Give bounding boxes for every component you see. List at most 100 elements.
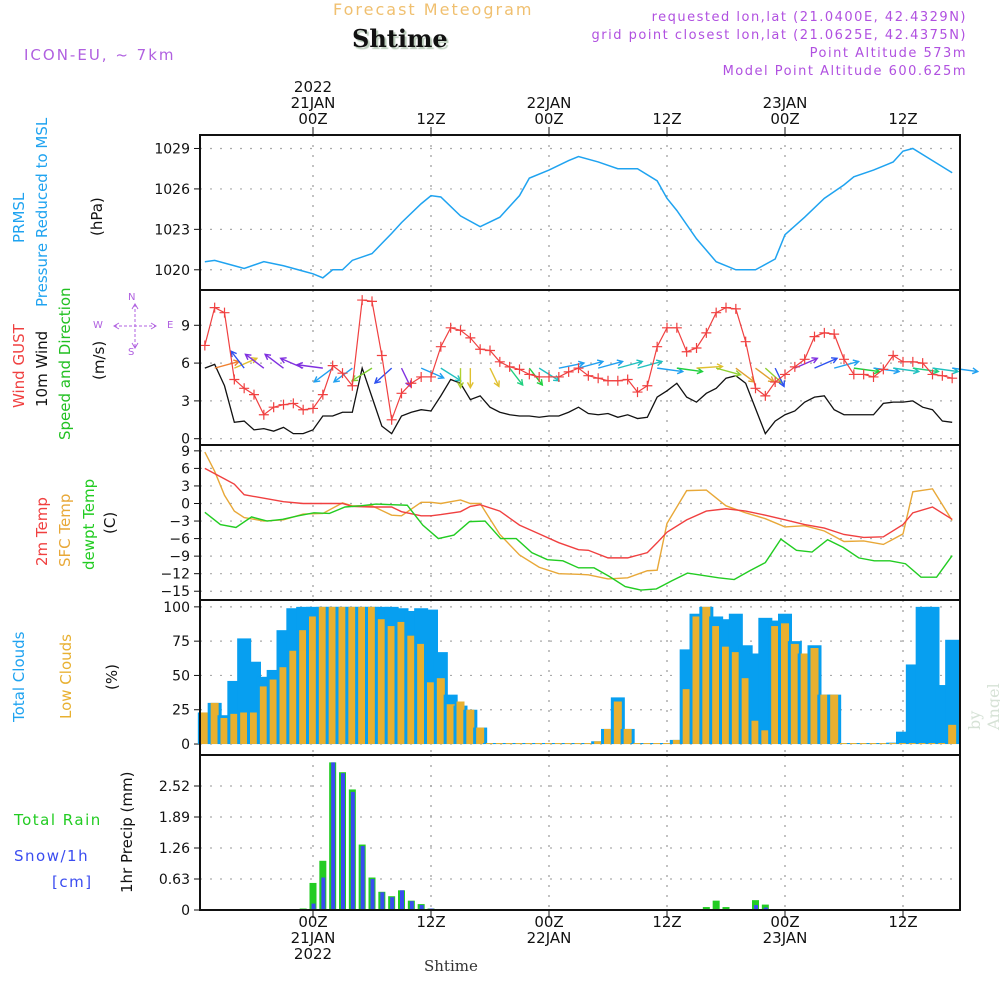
low-cloud-bar	[377, 619, 386, 745]
gust-marker	[367, 296, 377, 307]
top-x-tick-label: 12Z	[652, 110, 681, 128]
low-cloud-bar	[623, 728, 632, 745]
bottom-x-tick-label: 00Z	[298, 913, 327, 931]
snow-bar	[370, 879, 375, 910]
wind-direction-arrow	[440, 367, 462, 382]
panel-pressure: 1020 1023 1026 1029	[154, 134, 961, 291]
gust-marker	[524, 369, 535, 380]
low-cloud-bar	[250, 712, 258, 745]
snow-bar	[360, 846, 365, 910]
wind-direction-arrow	[509, 367, 524, 387]
gust-marker	[455, 325, 466, 336]
temp-sfc-line	[204, 451, 953, 580]
y-tick-label: 1.89	[159, 810, 190, 826]
gust-marker	[209, 302, 220, 313]
gust-marker	[711, 307, 722, 318]
low-cloud-bar	[594, 741, 603, 745]
low-cloud-bar	[751, 720, 760, 745]
precip-snow-label: Snow/1h	[14, 847, 90, 865]
y-tick-label: 3	[181, 479, 190, 495]
top-x-tick-label: 00Z	[534, 110, 563, 128]
gust-marker	[780, 369, 790, 380]
gust-marker	[337, 368, 348, 379]
top-x-tick-label: 21JAN	[291, 94, 336, 112]
low-cloud-bar	[859, 743, 868, 745]
snow-bar	[390, 897, 395, 910]
gust-marker	[268, 402, 279, 413]
low-cloud-bar	[869, 743, 878, 745]
compass-south: S	[128, 347, 135, 358]
gust-marker	[839, 354, 849, 365]
top-x-tick-label: 22JAN	[527, 94, 572, 112]
wind-direction-arrow	[244, 353, 265, 369]
gust-marker	[858, 369, 869, 380]
gust-marker	[671, 322, 682, 333]
temp-dewpt-line	[204, 503, 953, 591]
wind-gust-line	[204, 299, 953, 423]
panel-frame	[199, 754, 961, 911]
low-cloud-bar	[230, 713, 239, 745]
wind-direction-arrow	[230, 350, 245, 369]
station-name: Shtime	[352, 24, 448, 53]
gust-marker	[298, 404, 309, 415]
gust-marker	[750, 383, 761, 394]
low-cloud-bar	[741, 678, 750, 745]
low-cloud-bar	[397, 621, 406, 745]
low-cloud-bar	[820, 694, 829, 745]
gust-marker	[514, 364, 525, 375]
snow-bar	[763, 907, 768, 910]
low-cloud-bar	[210, 702, 219, 745]
low-cloud-bar	[328, 606, 337, 745]
low-cloud-bar	[781, 623, 789, 745]
y-tick-label: 100	[163, 600, 190, 616]
y-tick-label: 0	[181, 737, 190, 753]
gridpoint-coords: grid point closest lon,lat (21.0625E, 42…	[591, 28, 967, 43]
gust-marker	[494, 356, 505, 367]
low-cloud-bar	[908, 743, 917, 745]
low-cloud-bar	[564, 743, 573, 745]
low-cloud-bar	[790, 643, 799, 745]
low-cloud-bar	[653, 743, 662, 745]
top-x-tick-label: 12Z	[416, 110, 445, 128]
low-cloud-bar	[407, 635, 416, 745]
wind-direction-arrow	[597, 359, 625, 369]
low-cloud-bar	[427, 682, 435, 745]
wind-direction-arrow	[457, 368, 464, 390]
rain-bar	[722, 907, 730, 910]
bottom-x-tick-label: 00Z	[534, 913, 563, 931]
gust-marker	[239, 383, 250, 394]
gust-marker	[789, 361, 800, 372]
precip-rain-label: Total Rain	[14, 811, 102, 829]
low-cloud-bar	[240, 712, 249, 745]
low-cloud-bar	[899, 743, 907, 745]
wind-direction-arrow	[814, 357, 839, 369]
gust-marker	[376, 350, 387, 361]
wind-direction-arrow	[637, 359, 664, 369]
y-tick-label: 6	[181, 356, 190, 372]
temp-2m-line	[204, 467, 953, 559]
snow-bar	[321, 877, 326, 910]
gust-marker	[642, 380, 653, 391]
low-cloud-bar	[613, 701, 622, 745]
y-tick-label: 1023	[154, 222, 190, 238]
gust-marker	[406, 378, 417, 389]
gust-marker	[622, 374, 633, 385]
gust-marker	[730, 303, 741, 314]
low-cloud-bar	[495, 743, 504, 745]
low-cloud-bar	[269, 679, 278, 745]
gust-marker	[947, 373, 958, 384]
compass-north: N	[128, 292, 136, 303]
y-tick-label: 1026	[154, 182, 190, 198]
gust-marker	[504, 361, 515, 372]
snow-bar	[350, 791, 355, 910]
low-cloud-bar	[800, 653, 809, 745]
y-tick-label: 0	[181, 496, 190, 512]
wind-direction-arrow	[755, 367, 776, 383]
low-cloud-bar	[309, 616, 317, 745]
wind-direction-arrow	[774, 367, 786, 388]
gust-marker	[258, 409, 269, 420]
total-cloud-bar	[945, 639, 960, 745]
top-x-tick-label: 00Z	[770, 110, 799, 128]
low-cloud-bar	[554, 743, 563, 745]
compass-icon: N W E S	[90, 292, 180, 360]
